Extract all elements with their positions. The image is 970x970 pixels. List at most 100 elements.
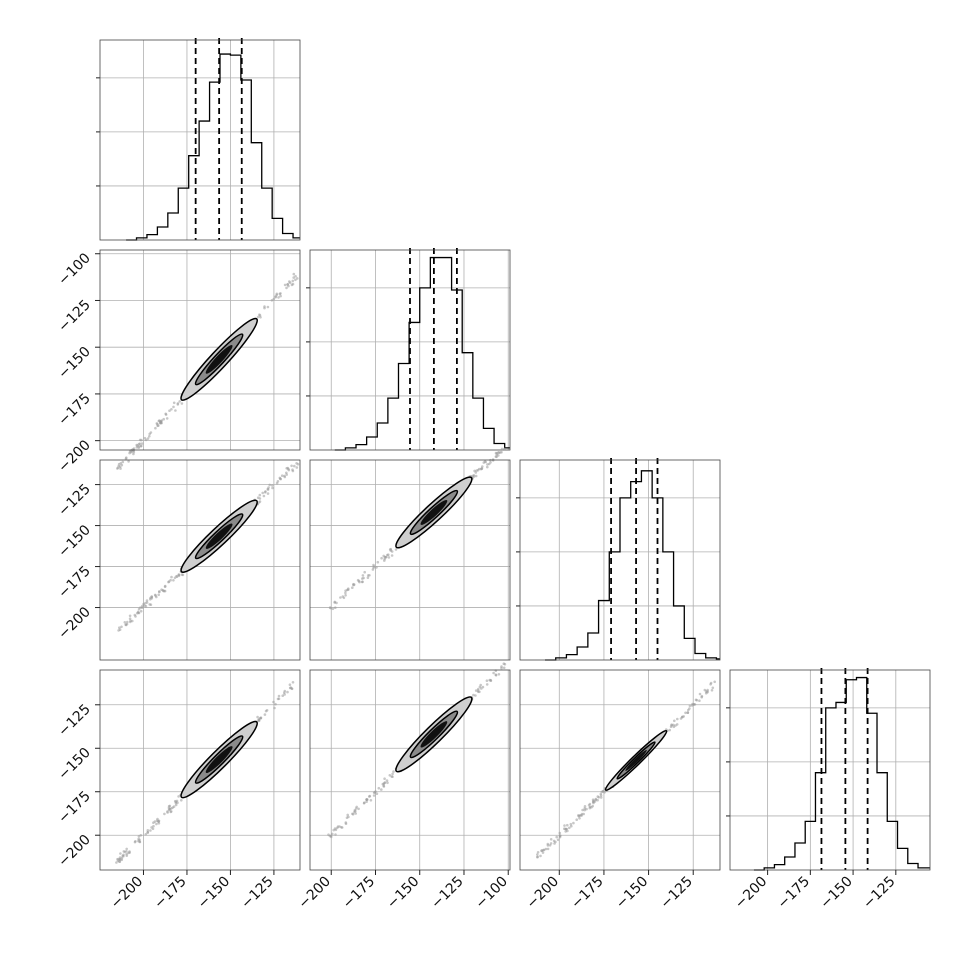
sample-point — [117, 462, 121, 466]
sample-point — [539, 854, 542, 858]
sample-point — [362, 576, 365, 580]
sample-point — [180, 799, 183, 802]
sample-point — [713, 680, 716, 684]
sample-point — [674, 724, 677, 727]
sample-point — [146, 437, 150, 440]
sample-point — [344, 821, 348, 824]
sample-point — [119, 852, 122, 855]
sample-point — [334, 833, 337, 836]
sample-point — [711, 686, 715, 690]
sample-point — [165, 417, 169, 420]
sample-point — [172, 401, 176, 405]
sample-point — [137, 839, 140, 843]
contour-inner — [409, 489, 459, 536]
sample-point — [502, 662, 506, 665]
sample-point — [157, 593, 160, 597]
x-tick-label: −125 — [658, 874, 697, 913]
sample-point — [340, 826, 344, 829]
pair-panel-3-2: −200 −175 −150 −125 — [519, 669, 721, 913]
sample-point — [125, 854, 129, 857]
sample-point — [271, 486, 274, 490]
sample-point — [363, 801, 366, 804]
sample-point — [146, 829, 150, 832]
y-tick-label: −125 — [55, 481, 94, 520]
sample-point — [478, 690, 481, 694]
sample-point — [386, 781, 389, 785]
sample-point — [344, 591, 347, 595]
sample-point — [596, 795, 600, 798]
sample-point — [292, 276, 296, 279]
sample-point — [346, 588, 350, 591]
sample-point — [259, 716, 263, 719]
sample-point — [277, 694, 281, 698]
sample-point — [693, 703, 697, 706]
sample-point — [131, 619, 134, 623]
sample-point — [691, 702, 694, 706]
contour-outer — [180, 720, 258, 799]
y-tick-label: −175 — [55, 788, 94, 827]
sample-point — [155, 822, 158, 826]
marginal-panel-0 — [96, 38, 301, 241]
sample-point — [169, 578, 172, 582]
sample-point — [588, 806, 592, 810]
sample-point — [137, 607, 141, 611]
contour-outer — [395, 696, 473, 773]
histogram-1 — [334, 256, 510, 451]
sample-point — [141, 604, 144, 608]
contour-inner — [194, 513, 244, 560]
sample-point — [157, 424, 160, 427]
sample-point — [152, 821, 155, 824]
sample-point — [283, 283, 287, 287]
sample-point — [262, 494, 266, 498]
pair-panel-1-0: −200 −175 −150 −125 −100 — [55, 249, 301, 476]
sample-point — [149, 829, 152, 832]
sample-point — [295, 466, 299, 469]
sample-point — [389, 549, 393, 552]
sample-point — [497, 673, 501, 676]
density-peak — [420, 721, 448, 748]
sample-point — [500, 665, 503, 668]
y-tick-label: −100 — [55, 250, 94, 289]
axis-frame — [99, 669, 301, 871]
sample-point — [164, 412, 167, 416]
sample-point — [568, 826, 571, 830]
sample-point — [285, 471, 288, 475]
sample-point — [290, 283, 294, 287]
x-tick-label: −150 — [817, 874, 856, 913]
sample-point — [163, 812, 166, 816]
contour-outer — [180, 499, 258, 573]
sample-point — [263, 306, 266, 310]
sample-point — [558, 831, 562, 835]
sample-point — [688, 707, 691, 710]
sample-point — [176, 403, 180, 406]
sample-point — [263, 491, 267, 494]
sample-point — [494, 455, 498, 458]
sample-point — [331, 832, 334, 836]
sample-point — [344, 594, 347, 597]
sample-point — [354, 807, 358, 810]
sample-point — [146, 831, 149, 834]
sample-point — [382, 554, 386, 558]
sample-point — [288, 281, 292, 285]
sample-point — [291, 279, 295, 283]
sample-point — [365, 800, 368, 803]
x-tick-label: −175 — [151, 874, 190, 913]
sample-point — [566, 829, 569, 833]
sample-point — [570, 824, 573, 828]
sample-point — [536, 853, 539, 856]
sample-point — [391, 775, 394, 778]
x-tick-label: −150 — [613, 874, 652, 913]
sample-point — [283, 689, 287, 693]
sample-point — [125, 622, 129, 626]
sample-point — [334, 828, 338, 832]
sample-point — [279, 294, 282, 298]
sample-point — [172, 579, 175, 582]
sample-point — [279, 292, 282, 295]
sample-point — [709, 681, 713, 685]
pair-panel-3-0: −200−175−150−125−200 −175 −150 −125 — [55, 669, 301, 913]
contour-inner — [194, 735, 244, 784]
sample-point — [489, 678, 493, 682]
sample-point — [339, 596, 342, 599]
sample-point — [292, 272, 296, 276]
sample-point — [156, 817, 159, 821]
